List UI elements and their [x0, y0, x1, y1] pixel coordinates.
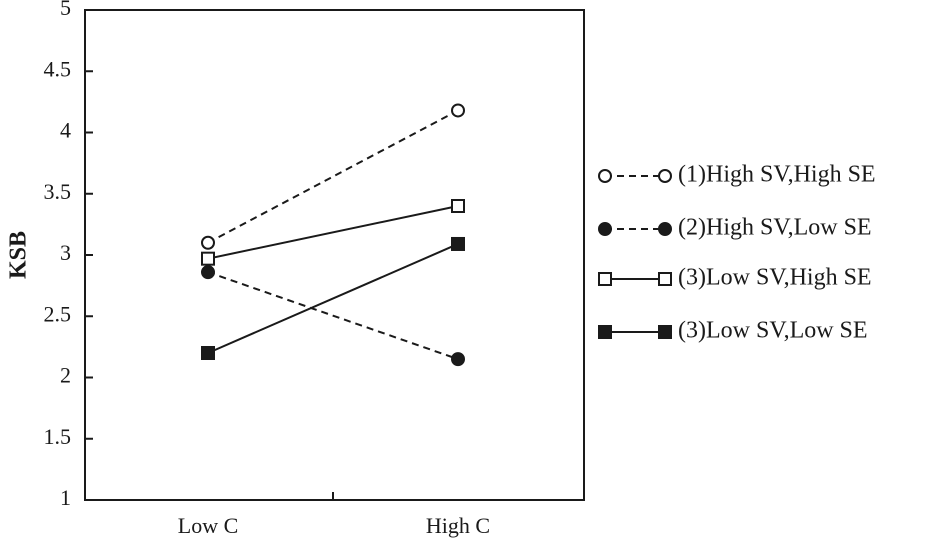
legend-marker: [598, 325, 612, 339]
y-tick-label: 1: [60, 485, 71, 510]
legend-marker: [658, 169, 672, 183]
legend-label: (3)Low SV,High SE: [678, 265, 872, 291]
data-point: [201, 251, 215, 266]
y-tick-label: 4: [60, 118, 71, 143]
y-tick-label: 2: [60, 363, 71, 388]
x-tick-label: Low C: [178, 513, 239, 538]
series-3: [201, 199, 465, 266]
legend-item: (1)High SV,High SE: [598, 162, 876, 188]
data-point: [201, 346, 215, 360]
y-tick-label: 2.5: [44, 301, 72, 326]
data-point: [201, 265, 215, 280]
series-4: [201, 236, 465, 360]
y-axis: 1 1.5 2 2.5 3 3.5 4 4.5 5: [44, 0, 93, 510]
legend-marker: [658, 222, 672, 236]
series-line: [207, 271, 459, 361]
series-layer: [201, 103, 465, 367]
y-tick-label: 3.5: [44, 179, 72, 204]
legend-label: (2)High SV,Low SE: [678, 215, 872, 241]
series-line: [207, 205, 459, 260]
data-point: [451, 103, 465, 118]
series-line: [207, 243, 459, 354]
series-1: [201, 103, 465, 250]
y-tick-label: 5: [60, 0, 71, 20]
legend-label: (3)Low SV,Low SE: [678, 318, 868, 344]
legend-marker: [658, 272, 672, 286]
data-point: [451, 236, 465, 251]
legend-label: (1)High SV,High SE: [678, 162, 876, 188]
y-tick-label: 3: [60, 240, 71, 265]
legend-marker: [598, 272, 612, 286]
legend-marker: [658, 325, 672, 339]
y-tick-label: 4.5: [44, 56, 72, 81]
legend-marker: [598, 222, 612, 236]
series-2: [201, 265, 465, 367]
data-point: [451, 352, 465, 367]
legend-item: (2)High SV,Low SE: [598, 215, 872, 241]
plot-frame: [84, 9, 585, 501]
data-point: [451, 199, 465, 213]
legend: (1)High SV,High SE (2)High SV,Low SE (3)Lo…: [598, 162, 876, 344]
legend-item: (3)Low SV,Low SE: [598, 318, 868, 344]
legend-marker: [598, 169, 612, 183]
data-point: [201, 235, 215, 250]
y-axis-title: KSB: [6, 231, 32, 279]
x-tick-label: High C: [426, 513, 490, 538]
series-line: [207, 109, 459, 244]
y-tick-label: 1.5: [44, 424, 72, 449]
x-axis: Low C High C: [178, 492, 490, 538]
legend-item: (3)Low SV,High SE: [598, 265, 872, 291]
